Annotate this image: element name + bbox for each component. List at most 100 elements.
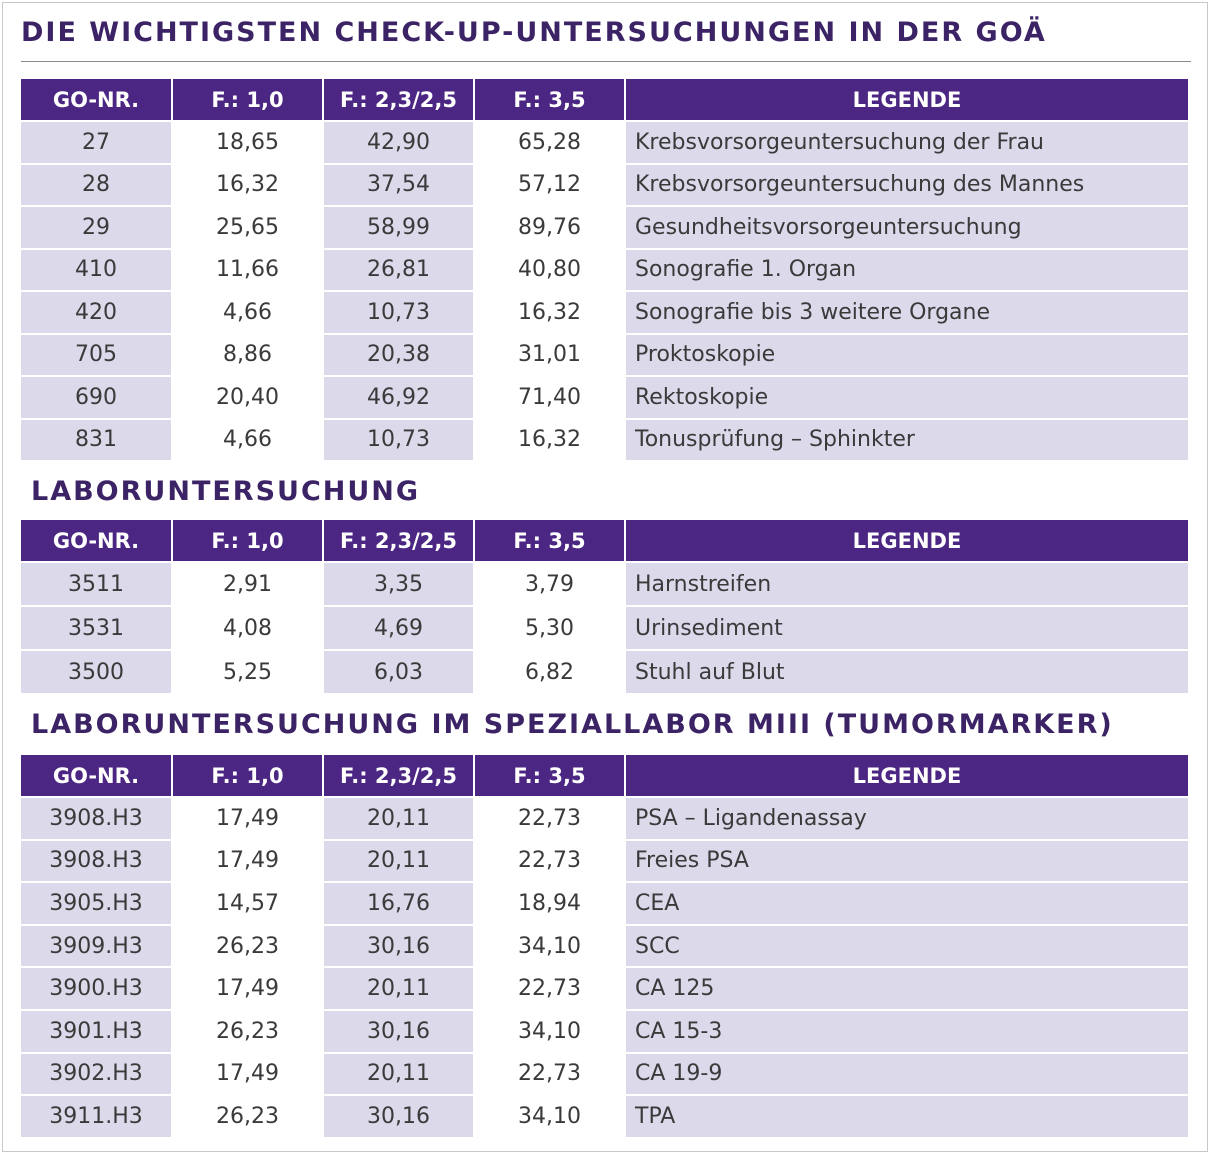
cell-f-3-5: 40,80 [474,247,626,291]
table-row: 3908.H3 17,49 20,11 22,73 PSA – Ligandenassa… [21,796,1188,840]
cell-go-nr: 3908.H3 [21,838,173,883]
cell-legende: Freies PSA [625,838,1188,883]
table-row: 690 20,40 46,92 71,40 Rektoskopie [21,375,1188,419]
cell-f-3-5: 34,10 [474,1008,626,1053]
cell-legende: Tonusprüfung – Sphinkter [625,417,1188,460]
cell-f-3-5: 34,10 [474,1094,626,1137]
cell-f-1-0: 4,08 [172,605,324,650]
cell-go-nr: 3500 [21,649,173,693]
cell-go-nr: 29 [21,205,173,249]
cell-f-1-0: 17,49 [172,1051,324,1096]
cell-legende: CA 15-3 [625,1008,1188,1053]
cell-f-2-3: 4,69 [323,605,475,650]
table-row: 27 18,65 42,90 65,28 Krebsvorsorgeuntersuchu… [21,120,1188,164]
checkup-table: GO-NR. F.: 1,0 F.: 2,3/2,5 F.: 3,5 LEGENDE 27… [21,79,1188,460]
cell-f-1-0: 11,66 [172,247,324,291]
cell-f-2-3: 20,11 [323,796,475,840]
cell-f-2-3: 26,81 [323,247,475,291]
cell-f-3-5: 57,12 [474,162,626,206]
cell-legende: Rektoskopie [625,375,1188,419]
cell-legende: Sonografie bis 3 weitere Organe [625,290,1188,334]
column-header-f-1-0: F.: 1,0 [172,79,324,121]
cell-go-nr: 3901.H3 [21,1008,173,1053]
cell-legende: TPA [625,1094,1188,1137]
cell-go-nr: 3511 [21,561,173,606]
cell-f-2-3: 20,11 [323,966,475,1010]
cell-f-2-3: 10,73 [323,290,475,334]
cell-f-3-5: 22,73 [474,838,626,883]
header-row: GO-NR. F.: 1,0 F.: 2,3/2,5 F.: 3,5 LEGENDE [21,520,1188,562]
column-header-legende: LEGENDE [625,520,1188,562]
table-row: 3908.H3 17,49 20,11 22,73 Freies PSA [21,838,1188,883]
cell-f-2-3: 42,90 [323,120,475,164]
cell-f-2-3: 6,03 [323,649,475,693]
cell-go-nr: 705 [21,332,173,376]
cell-f-3-5: 31,01 [474,332,626,376]
cell-f-2-3: 20,11 [323,1051,475,1096]
tumormarker-table: GO-NR. F.: 1,0 F.: 2,3/2,5 F.: 3,5 LEGENDE 39… [21,755,1188,1137]
cell-f-2-3: 30,16 [323,1008,475,1053]
header-row: GO-NR. F.: 1,0 F.: 2,3/2,5 F.: 3,5 LEGENDE [21,79,1188,121]
column-header-legende: LEGENDE [625,79,1188,121]
cell-f-3-5: 71,40 [474,375,626,419]
title-divider [21,61,1191,62]
cell-legende: Gesundheitsvorsorgeuntersuchung [625,205,1188,249]
cell-f-3-5: 6,82 [474,649,626,693]
cell-f-3-5: 18,94 [474,881,626,925]
cell-f-2-3: 3,35 [323,561,475,606]
column-header-f-3-5: F.: 3,5 [474,755,626,797]
table-row: 3511 2,91 3,35 3,79 Harnstreifen [21,561,1188,606]
section-title-checkup: DIE WICHTIGSTEN CHECK-UP-UNTERSUCHUNGEN … [21,17,1047,48]
cell-go-nr: 420 [21,290,173,334]
cell-f-3-5: 89,76 [474,205,626,249]
column-header-legende: LEGENDE [625,755,1188,797]
cell-f-3-5: 3,79 [474,561,626,606]
column-header-go-nr: GO-NR. [21,79,173,121]
column-header-f-2-3: F.: 2,3/2,5 [323,520,475,562]
cell-go-nr: 3902.H3 [21,1051,173,1096]
cell-f-3-5: 34,10 [474,923,626,968]
column-header-f-1-0: F.: 1,0 [172,520,324,562]
cell-f-1-0: 26,23 [172,1008,324,1053]
cell-go-nr: 690 [21,375,173,419]
table-row: 410 11,66 26,81 40,80 Sonografie 1. Organ [21,247,1188,291]
cell-go-nr: 28 [21,162,173,206]
cell-f-3-5: 22,73 [474,966,626,1010]
cell-f-1-0: 20,40 [172,375,324,419]
cell-f-3-5: 16,32 [474,417,626,460]
cell-f-2-3: 16,76 [323,881,475,925]
cell-f-1-0: 14,57 [172,881,324,925]
cell-f-1-0: 17,49 [172,838,324,883]
section-title-labor: LABORUNTERSUCHUNG [31,476,421,507]
cell-f-3-5: 5,30 [474,605,626,650]
cell-legende: Harnstreifen [625,561,1188,606]
cell-f-1-0: 17,49 [172,796,324,840]
cell-go-nr: 3908.H3 [21,796,173,840]
cell-go-nr: 831 [21,417,173,460]
cell-f-3-5: 65,28 [474,120,626,164]
column-header-f-2-3: F.: 2,3/2,5 [323,79,475,121]
cell-f-1-0: 26,23 [172,923,324,968]
column-header-f-2-3: F.: 2,3/2,5 [323,755,475,797]
cell-f-1-0: 2,91 [172,561,324,606]
cell-f-1-0: 17,49 [172,966,324,1010]
cell-go-nr: 410 [21,247,173,291]
cell-f-3-5: 22,73 [474,1051,626,1096]
table-row: 705 8,86 20,38 31,01 Proktoskopie [21,332,1188,376]
cell-f-2-3: 10,73 [323,417,475,460]
cell-go-nr: 3911.H3 [21,1094,173,1137]
cell-f-1-0: 26,23 [172,1094,324,1137]
cell-legende: Sonografie 1. Organ [625,247,1188,291]
table-row: 29 25,65 58,99 89,76 Gesundheitsvorsorgeunte… [21,205,1188,249]
cell-f-1-0: 5,25 [172,649,324,693]
cell-legende: PSA – Ligandenassay [625,796,1188,840]
cell-go-nr: 27 [21,120,173,164]
cell-go-nr: 3905.H3 [21,881,173,925]
cell-legende: CEA [625,881,1188,925]
cell-legende: Stuhl auf Blut [625,649,1188,693]
column-header-f-3-5: F.: 3,5 [474,520,626,562]
labor-table: GO-NR. F.: 1,0 F.: 2,3/2,5 F.: 3,5 LEGENDE 35… [21,520,1188,693]
cell-f-1-0: 16,32 [172,162,324,206]
cell-f-2-3: 46,92 [323,375,475,419]
column-header-f-1-0: F.: 1,0 [172,755,324,797]
